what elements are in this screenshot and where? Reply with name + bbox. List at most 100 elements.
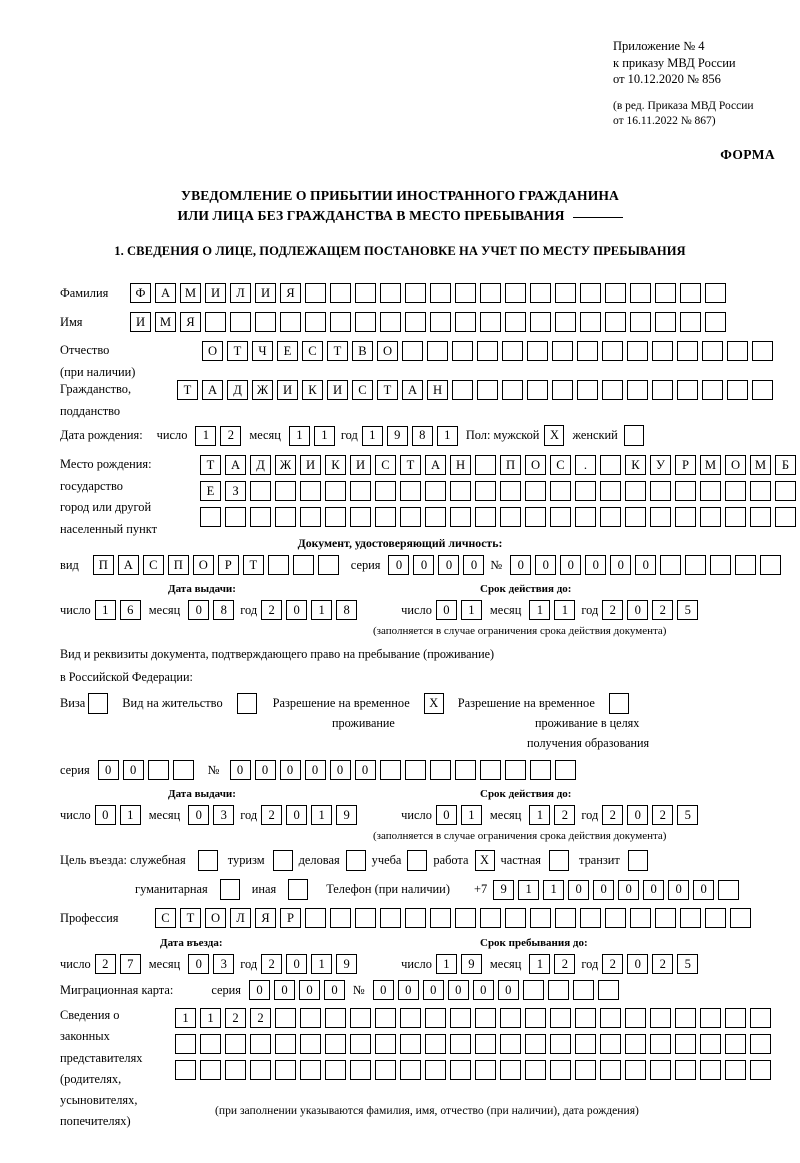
char-cell[interactable] bbox=[405, 908, 426, 928]
char-cell[interactable]: 0 bbox=[372, 980, 394, 1000]
char-cell[interactable] bbox=[225, 1034, 246, 1054]
char-cell[interactable] bbox=[625, 507, 646, 527]
char-cell[interactable] bbox=[530, 908, 551, 928]
char-cell[interactable]: М bbox=[180, 283, 201, 303]
char-cell[interactable] bbox=[522, 980, 544, 1000]
char-cell[interactable]: Н bbox=[450, 455, 471, 475]
char-cell[interactable]: 1 bbox=[460, 600, 482, 620]
char-cell[interactable]: Т bbox=[200, 455, 221, 475]
char-cell[interactable] bbox=[700, 1060, 721, 1080]
purpose-other-checkbox[interactable] bbox=[288, 879, 309, 900]
char-cell[interactable]: 2 bbox=[554, 954, 576, 974]
char-cell[interactable] bbox=[750, 481, 771, 501]
char-cell[interactable]: 1 bbox=[529, 805, 551, 825]
char-cell[interactable] bbox=[575, 1034, 596, 1054]
char-cell[interactable]: А bbox=[202, 380, 223, 400]
char-cell[interactable] bbox=[250, 1034, 271, 1054]
char-cell[interactable] bbox=[718, 879, 740, 900]
char-cell[interactable]: А bbox=[117, 555, 139, 575]
char-cell[interactable]: 3 bbox=[213, 805, 235, 825]
char-cell[interactable] bbox=[325, 1034, 346, 1054]
char-cell[interactable]: Е bbox=[200, 481, 221, 501]
char-cell[interactable]: Д bbox=[250, 455, 271, 475]
char-cell[interactable]: П bbox=[500, 455, 521, 475]
char-cell[interactable] bbox=[502, 380, 523, 400]
char-cell[interactable]: М bbox=[750, 455, 771, 475]
char-cell[interactable] bbox=[325, 507, 346, 527]
char-cell[interactable]: Я bbox=[280, 283, 301, 303]
char-cell[interactable]: 0 bbox=[693, 879, 715, 900]
char-cell[interactable]: 1 bbox=[311, 805, 333, 825]
char-cell[interactable] bbox=[730, 908, 751, 928]
char-cell[interactable]: 0 bbox=[435, 805, 457, 825]
char-cell[interactable]: 0 bbox=[435, 600, 457, 620]
char-cell[interactable]: . bbox=[575, 455, 596, 475]
char-cell[interactable]: 0 bbox=[254, 760, 276, 780]
char-cell[interactable] bbox=[300, 1034, 321, 1054]
char-cell[interactable] bbox=[655, 312, 676, 332]
char-cell[interactable] bbox=[455, 283, 476, 303]
char-cell[interactable] bbox=[775, 507, 796, 527]
char-cell[interactable] bbox=[255, 312, 276, 332]
char-cell[interactable] bbox=[525, 1008, 546, 1028]
char-cell[interactable]: О bbox=[377, 341, 398, 361]
char-cell[interactable] bbox=[700, 1008, 721, 1028]
char-cell[interactable]: А bbox=[155, 283, 176, 303]
char-cell[interactable] bbox=[580, 908, 601, 928]
char-cell[interactable]: К bbox=[625, 455, 646, 475]
char-cell[interactable] bbox=[330, 908, 351, 928]
char-cell[interactable]: Ч bbox=[252, 341, 273, 361]
char-cell[interactable] bbox=[750, 1034, 771, 1054]
char-cell[interactable] bbox=[550, 507, 571, 527]
char-cell[interactable] bbox=[475, 507, 496, 527]
char-cell[interactable] bbox=[455, 908, 476, 928]
char-cell[interactable] bbox=[725, 1034, 746, 1054]
char-cell[interactable]: Я bbox=[180, 312, 201, 332]
purpose-work-checkbox[interactable]: X bbox=[474, 850, 495, 871]
char-cell[interactable] bbox=[630, 312, 651, 332]
char-cell[interactable]: Р bbox=[217, 555, 239, 575]
char-cell[interactable] bbox=[379, 760, 401, 780]
char-cell[interactable]: 1 bbox=[543, 879, 565, 900]
char-cell[interactable] bbox=[725, 481, 746, 501]
char-cell[interactable]: С bbox=[550, 455, 571, 475]
char-cell[interactable] bbox=[752, 380, 773, 400]
char-cell[interactable]: 0 bbox=[397, 980, 419, 1000]
char-cell[interactable] bbox=[350, 1060, 371, 1080]
char-cell[interactable] bbox=[400, 1034, 421, 1054]
char-cell[interactable] bbox=[650, 1034, 671, 1054]
char-cell[interactable] bbox=[450, 507, 471, 527]
char-cell[interactable]: Т bbox=[400, 455, 421, 475]
char-cell[interactable] bbox=[275, 507, 296, 527]
char-cell[interactable] bbox=[700, 507, 721, 527]
char-cell[interactable] bbox=[530, 283, 551, 303]
char-cell[interactable] bbox=[355, 283, 376, 303]
char-cell[interactable]: 1 bbox=[435, 954, 457, 974]
char-cell[interactable]: И bbox=[300, 455, 321, 475]
char-cell[interactable]: 1 bbox=[195, 425, 217, 446]
char-cell[interactable]: 0 bbox=[188, 600, 210, 620]
char-cell[interactable] bbox=[205, 312, 226, 332]
char-cell[interactable] bbox=[350, 481, 371, 501]
char-cell[interactable] bbox=[625, 481, 646, 501]
char-cell[interactable] bbox=[275, 1008, 296, 1028]
char-cell[interactable] bbox=[350, 1034, 371, 1054]
char-cell[interactable]: 0 bbox=[286, 600, 308, 620]
char-cell[interactable] bbox=[600, 455, 621, 475]
char-cell[interactable]: Б bbox=[775, 455, 796, 475]
char-cell[interactable] bbox=[597, 980, 619, 1000]
char-cell[interactable] bbox=[555, 312, 576, 332]
char-cell[interactable] bbox=[555, 908, 576, 928]
